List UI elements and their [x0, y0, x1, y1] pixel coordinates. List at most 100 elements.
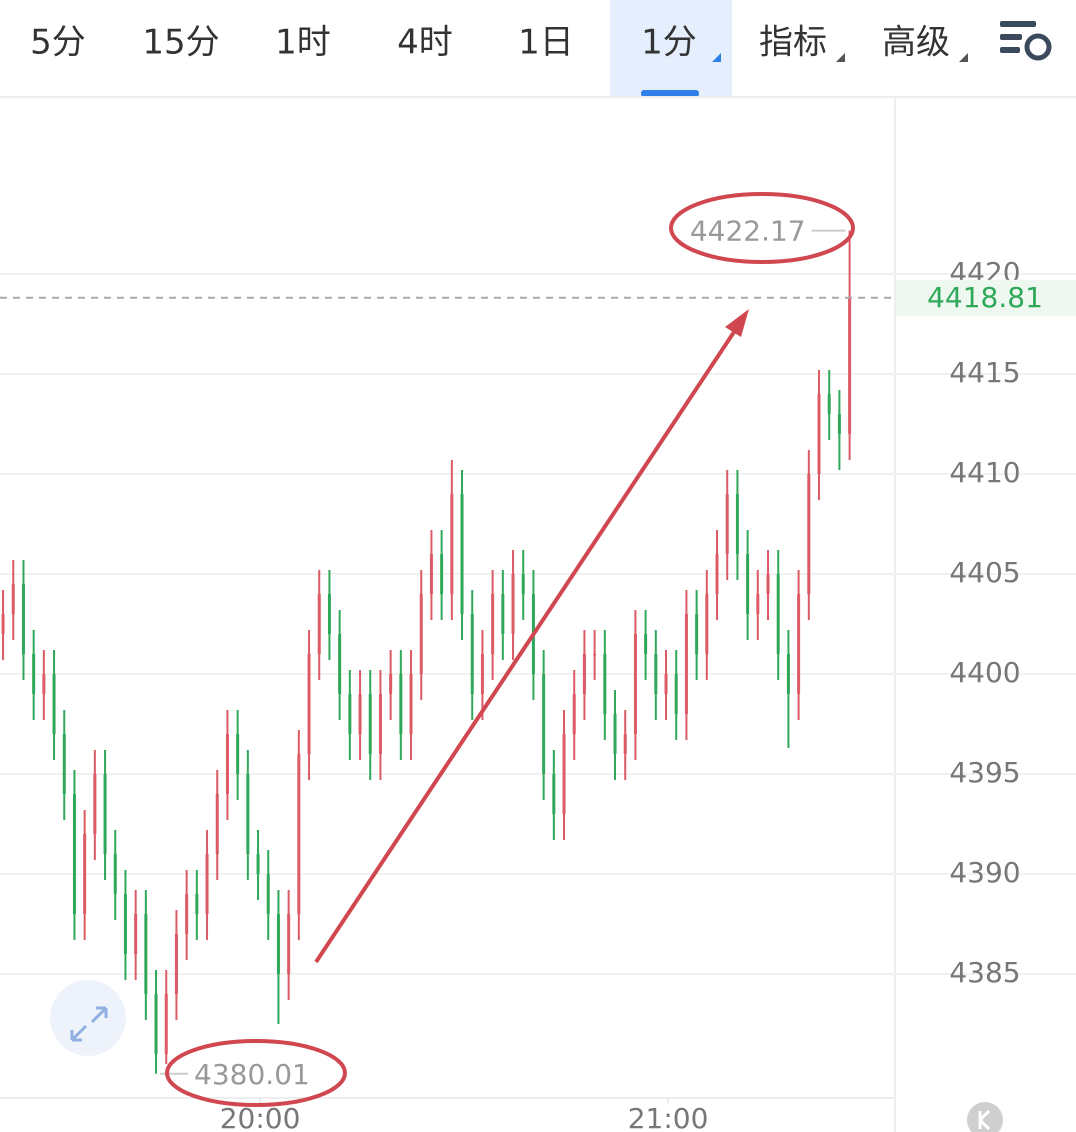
candle-body [480, 654, 484, 694]
candle-body [776, 574, 780, 654]
candle-body [542, 674, 546, 774]
tab-label: 4时 [397, 23, 453, 63]
trend-arrow [314, 324, 740, 964]
tab[interactable]: 5分 [30, 23, 86, 63]
icon-bar [1000, 34, 1022, 40]
tab-label: 15分 [142, 23, 219, 63]
y-tick-label: 4410 [949, 456, 1020, 489]
candle-body [644, 634, 648, 654]
candle-body [134, 914, 138, 954]
tab-label: 1分 [641, 23, 697, 63]
x-tick-label: 20:00 [220, 1102, 301, 1132]
candle-body [705, 594, 709, 654]
candle-body [225, 734, 229, 794]
candle-body [11, 584, 15, 614]
tab-label: 高级 [882, 23, 950, 63]
candle-body [93, 774, 97, 834]
candle-body [593, 654, 597, 656]
candle-body [174, 934, 178, 994]
candle-body [491, 594, 495, 654]
highlight-ellipse [165, 1039, 347, 1107]
candle-body [470, 614, 474, 694]
candle-body [552, 774, 556, 814]
candle-body [317, 594, 321, 654]
candle-body [521, 574, 525, 594]
candle-body [837, 414, 841, 434]
icon-gear [1024, 33, 1052, 61]
candle-body [113, 854, 117, 894]
tab[interactable]: 1时 [275, 23, 331, 63]
tab[interactable]: 4时 [397, 23, 453, 63]
y-tick-label: 4390 [949, 856, 1020, 889]
button-bg [50, 980, 126, 1056]
candle-body [419, 594, 423, 674]
last-price-box [896, 279, 1076, 316]
candle-body [164, 994, 168, 1054]
y-tick-label: 4400 [949, 656, 1020, 689]
y-tick-label: 4405 [949, 556, 1020, 589]
candle-body [287, 914, 291, 974]
candle-body [562, 734, 566, 814]
x-tick-label: 21:00 [628, 1102, 709, 1132]
candle-body [185, 894, 189, 934]
candle-body [62, 734, 66, 794]
candle-body [817, 394, 821, 474]
annotations [165, 192, 855, 1107]
candle-body [786, 654, 790, 694]
tab[interactable]: 指标 [759, 23, 845, 63]
candle-body [572, 694, 576, 734]
tab[interactable]: 高级 [882, 23, 968, 63]
candle-body [807, 474, 811, 594]
candle-body [460, 494, 464, 614]
candle-body [195, 894, 199, 914]
candle-body [297, 754, 301, 914]
candle-body [42, 674, 46, 694]
candle-body [266, 874, 270, 914]
k-button[interactable] [967, 1102, 1003, 1132]
candle-body [848, 297, 852, 434]
y-tick-label: 4415 [949, 356, 1020, 389]
candle-body [236, 734, 240, 774]
candle-body [348, 694, 352, 734]
low-label: 4380.01 [194, 1058, 310, 1091]
candle-body [338, 634, 342, 694]
candle-body [633, 634, 637, 734]
tab-label: 1时 [275, 23, 331, 63]
icon-bar [1000, 47, 1020, 53]
tab-indicator [641, 90, 699, 97]
candle-body [501, 594, 505, 634]
candle-body [358, 694, 362, 734]
tab[interactable]: 1分 [610, 0, 732, 97]
expand-button[interactable] [50, 980, 126, 1056]
candle-body [276, 914, 280, 974]
candle-body [307, 654, 311, 754]
candle-body [654, 654, 658, 694]
dropdown-caret [836, 53, 845, 62]
candle-body [154, 994, 158, 1054]
candle-body [756, 594, 760, 614]
arrow-head [725, 309, 749, 337]
candle-body [399, 674, 403, 734]
candle-body [83, 834, 87, 914]
y-tick-label: 4385 [949, 956, 1020, 989]
tab-label: 5分 [30, 23, 86, 63]
candle-body [725, 494, 729, 554]
tab[interactable]: 15分 [142, 23, 219, 63]
candle-body [623, 734, 627, 754]
candle-body [603, 654, 607, 714]
tab-bar: 5分 15分 1时 4时 1日 1分 指标 高级 [30, 0, 968, 97]
candle-body [695, 614, 699, 654]
settings-icon[interactable] [1000, 21, 1052, 61]
k-icon [978, 1109, 991, 1131]
tab-label: 1日 [518, 23, 574, 63]
tab[interactable]: 1日 [518, 23, 574, 63]
candle-body [766, 574, 770, 594]
candle-body [684, 614, 688, 714]
candle-body [715, 554, 719, 594]
candle-body [21, 584, 25, 654]
candle-body [246, 774, 250, 854]
candle-body [746, 554, 750, 614]
y-tick-label: 4395 [949, 756, 1020, 789]
